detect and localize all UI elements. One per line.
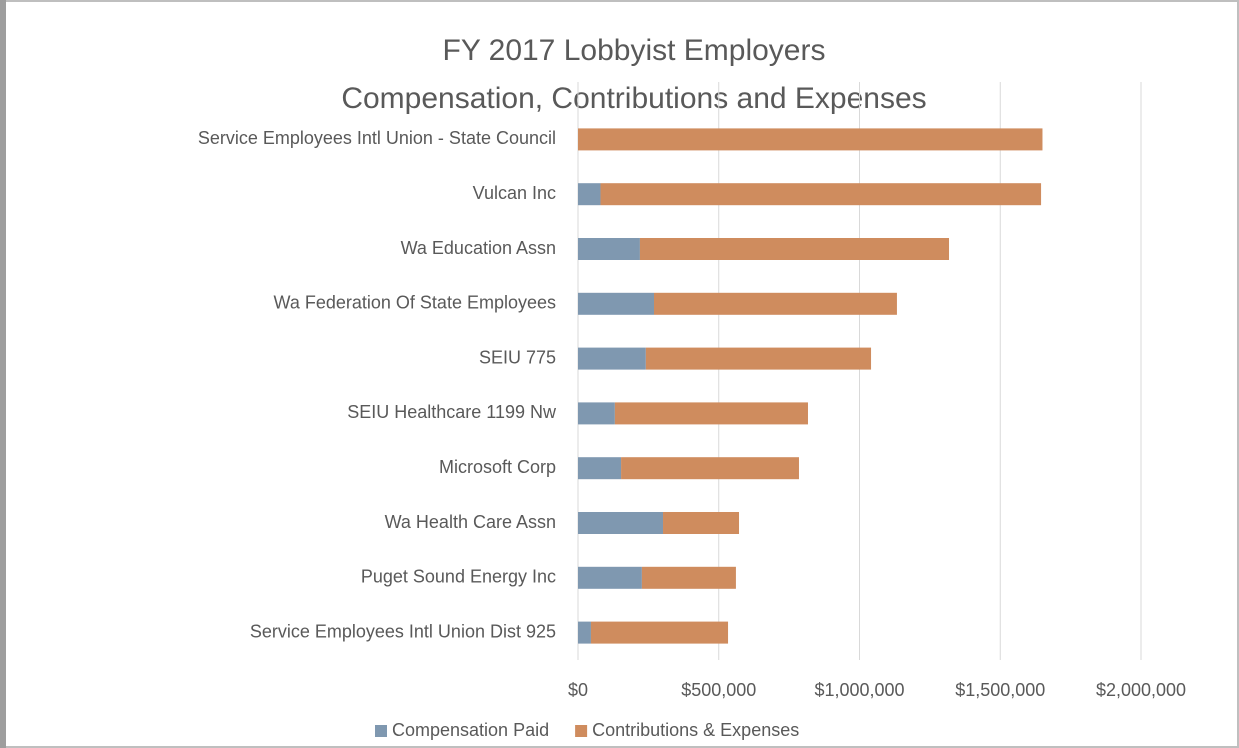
bar-segment (578, 183, 601, 206)
bar-segment (578, 128, 1043, 151)
y-tick-label: Wa Education Assn (401, 238, 556, 258)
bar-segment (578, 238, 640, 260)
y-tick-label: SEIU 775 (479, 347, 556, 367)
y-tick-label: Service Employees Intl Union Dist 925 (250, 621, 556, 641)
legend-label: Compensation Paid (392, 720, 549, 740)
bar-segment (621, 457, 799, 480)
bar-segment (654, 292, 897, 315)
bar-segment (600, 183, 1042, 206)
bar-segment (663, 512, 740, 534)
x-tick-label: $0 (568, 680, 588, 700)
bar-segment (590, 621, 729, 644)
y-tick-label: Microsoft Corp (439, 457, 556, 477)
x-tick-label: $1,000,000 (814, 680, 904, 700)
bar-segment (645, 347, 872, 370)
x-tick-label: $500,000 (681, 680, 756, 700)
bar-segment (578, 621, 591, 644)
y-tick-label: Puget Sound Energy Inc (361, 567, 556, 587)
y-tick-label: Vulcan Inc (473, 183, 556, 203)
chart-title: Compensation, Contributions and Expenses (341, 82, 926, 115)
frame-edge (0, 0, 6, 748)
legend-label: Contributions & Expenses (592, 720, 799, 740)
bar-segment (641, 566, 736, 589)
bar-segment (578, 292, 655, 315)
legend-swatch (375, 725, 387, 737)
chart-title: FY 2017 Lobbyist Employers (443, 34, 826, 67)
bar-segment (578, 347, 646, 370)
bar-segment (578, 512, 664, 534)
y-tick-label: SEIU Healthcare 1199 Nw (347, 402, 557, 422)
y-tick-label: Wa Health Care Assn (385, 512, 556, 532)
bar-segment (578, 457, 622, 480)
y-tick-label: Wa Federation Of State Employees (274, 293, 556, 313)
bar-segment (639, 238, 950, 260)
bar-segment (614, 402, 808, 425)
x-tick-label: $1,500,000 (955, 680, 1045, 700)
bar-segment (578, 566, 642, 589)
y-tick-label: Service Employees Intl Union - State Cou… (198, 128, 556, 148)
legend-swatch (575, 725, 588, 737)
bar-segment (578, 402, 615, 425)
x-tick-label: $2,000,000 (1096, 680, 1186, 700)
